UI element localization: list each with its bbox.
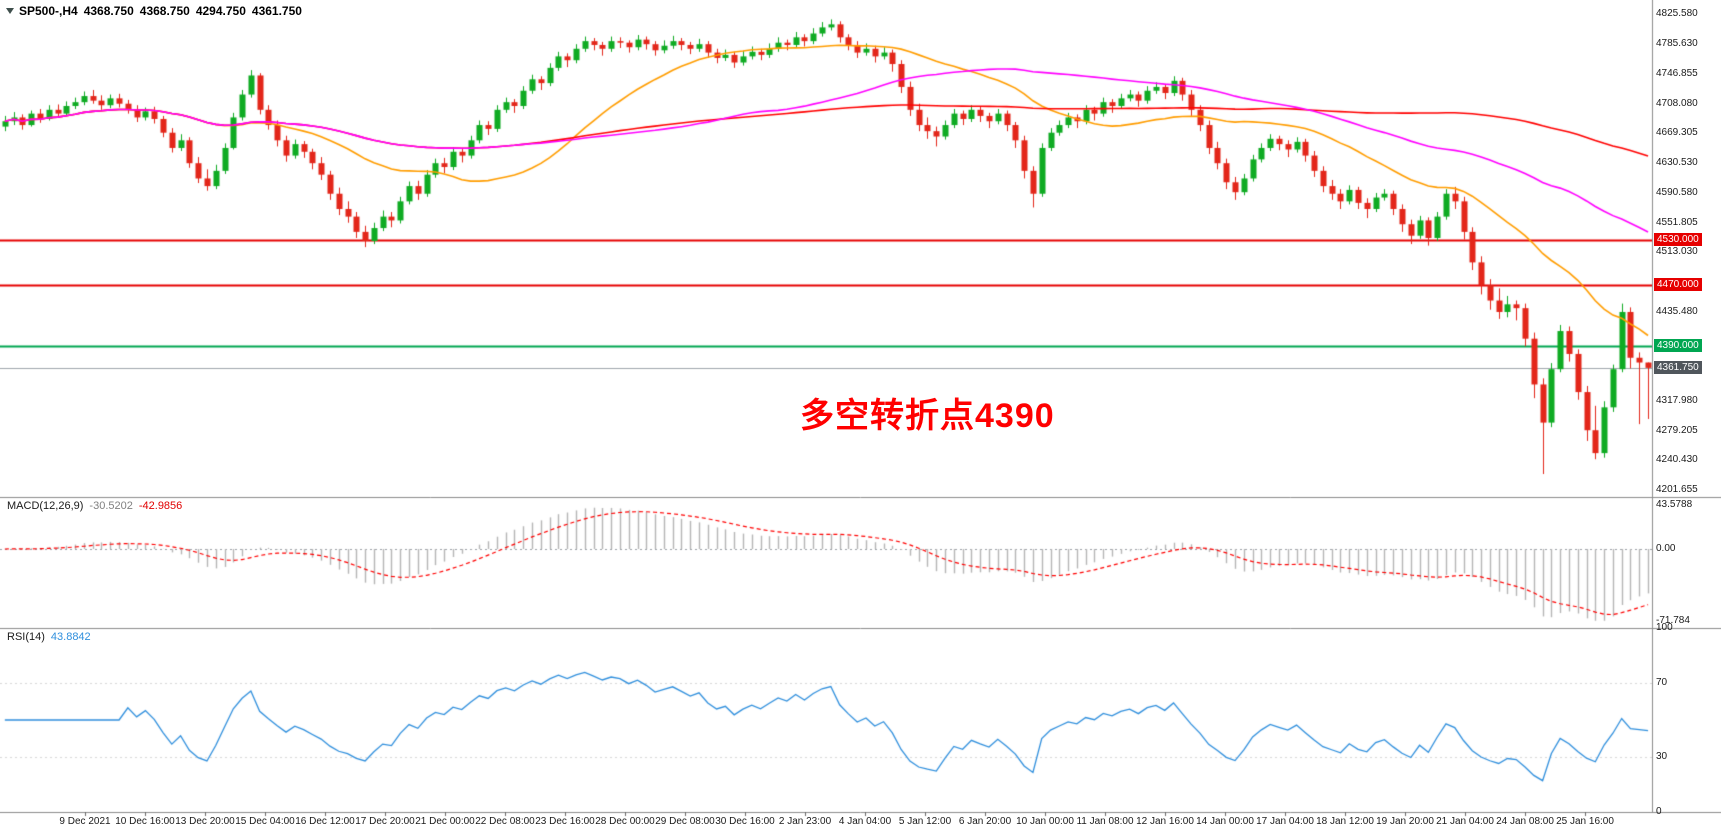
rsi-indicator-label: RSI(14) 43.8842 xyxy=(7,631,91,643)
macd-indicator-label: MACD(12,26,9) -30.5202 -42.9856 xyxy=(7,500,182,512)
ohlc-high: 4368.750 xyxy=(139,4,190,18)
ohlc-close: 4361.750 xyxy=(251,4,302,18)
symbol-header: SP500-,H4 4368.750 4368.750 4294.750 4361.75… xyxy=(6,4,302,18)
macd-signal-value: -42.9856 xyxy=(138,500,183,512)
macd-value: -30.5202 xyxy=(89,500,133,512)
ohlc-open: 4368.750 xyxy=(83,4,134,18)
macd-label: MACD(12,26,9) xyxy=(7,500,84,512)
ohlc-low: 4294.750 xyxy=(195,4,246,18)
symbol-dropdown-icon[interactable] xyxy=(6,8,14,14)
rsi-label: RSI(14) xyxy=(7,631,45,643)
symbol-title: SP500-,H4 xyxy=(19,4,78,18)
chart-annotation-text[interactable]: 多空转折点4390 xyxy=(800,397,1055,435)
rsi-value: 43.8842 xyxy=(50,631,91,643)
